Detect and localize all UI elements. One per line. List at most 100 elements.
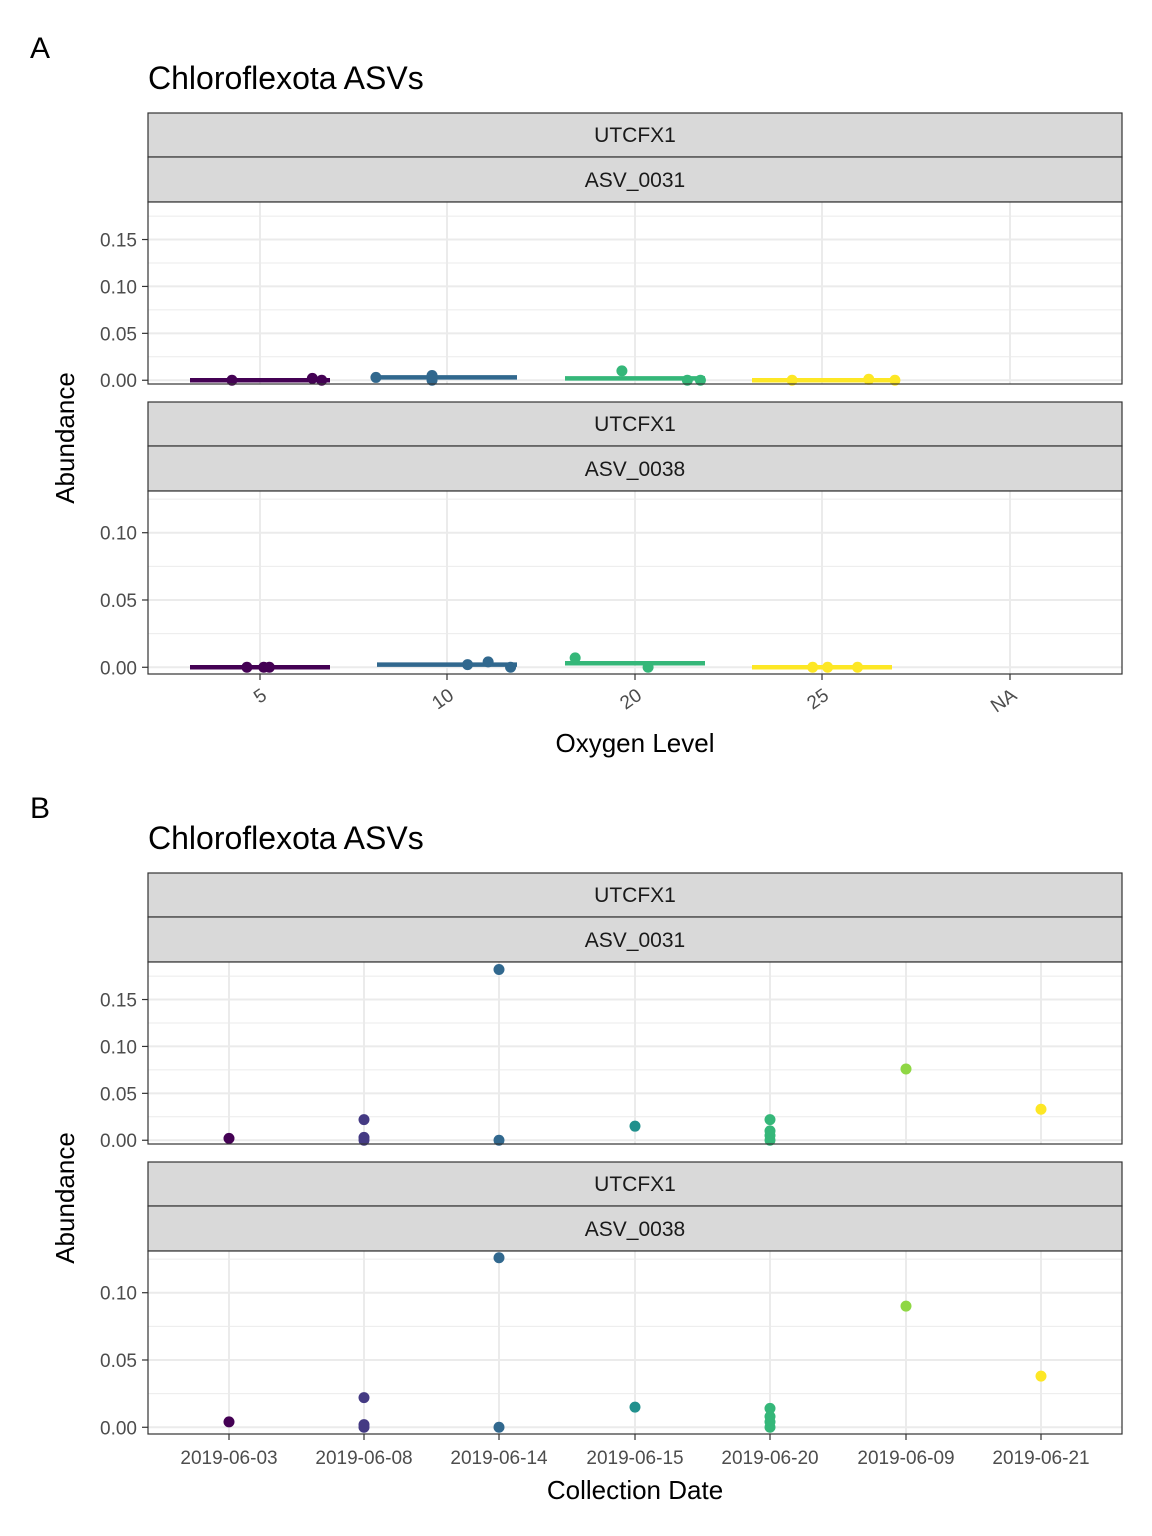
data-point	[370, 371, 382, 383]
data-point	[642, 661, 654, 673]
data-point	[807, 661, 819, 673]
data-point	[358, 1392, 370, 1404]
data-point	[616, 365, 628, 377]
y-tick-label: 0.00	[100, 658, 137, 679]
chart-title: Chloroflexota ASVs	[148, 60, 424, 96]
data-point	[226, 374, 238, 386]
facet-strip-label: ASV_0038	[585, 1218, 685, 1241]
data-point	[505, 661, 517, 673]
facet-strip-label: UTCFX1	[594, 884, 676, 907]
facet-strip-bottom	[147, 1205, 1123, 1252]
data-point	[493, 1252, 505, 1264]
facet-strip-bottom	[147, 916, 1123, 963]
facet-strip-label: UTCFX1	[594, 413, 676, 436]
x-tick-label: 2019-06-21	[992, 1448, 1089, 1469]
x-axis: 5 10 20 25 NA	[250, 674, 1021, 717]
x-axis-title: Oxygen Level	[556, 728, 715, 758]
data-point	[241, 661, 253, 673]
data-point	[569, 652, 581, 664]
data-point	[764, 1134, 776, 1146]
facet-strip-top	[147, 112, 1123, 158]
data-point	[694, 374, 706, 386]
data-point	[1035, 1103, 1047, 1115]
data-point	[493, 1421, 505, 1433]
data-point	[263, 661, 275, 673]
facet-plot-area: 0.00 0.05 0.10 0.15	[100, 961, 1123, 1152]
y-axis-title: Abundance	[50, 1132, 80, 1264]
x-tick-label: 2019-06-15	[586, 1448, 683, 1469]
x-tick-label: 2019-06-08	[315, 1448, 412, 1469]
y-tick-label: 0.05	[100, 324, 137, 345]
data-point	[493, 964, 505, 976]
y-tick-label: 0.00	[100, 1131, 137, 1152]
chart-title: Chloroflexota ASVs	[148, 820, 424, 856]
facet-strip-bottom	[147, 445, 1123, 492]
x-tick-label: 2019-06-03	[180, 1448, 277, 1469]
x-axis-title: Collection Date	[547, 1475, 723, 1505]
data-point	[852, 661, 864, 673]
facet-strip-label: UTCFX1	[594, 1173, 676, 1196]
data-point	[493, 1134, 505, 1146]
facet-strip-label: UTCFX1	[594, 124, 676, 147]
y-tick-label: 0.05	[100, 1084, 137, 1105]
data-point	[358, 1114, 370, 1126]
data-point	[764, 1421, 776, 1433]
facet-strip-bottom	[147, 156, 1123, 203]
panel-tag: B	[30, 792, 50, 825]
data-point	[822, 661, 834, 673]
facet-strip-label: ASV_0038	[585, 458, 685, 481]
data-point	[681, 374, 693, 386]
facet-strip-top	[147, 1161, 1123, 1207]
data-point	[482, 656, 494, 668]
plot-border	[147, 961, 1123, 1145]
facet-strip-label: ASV_0031	[585, 169, 685, 192]
data-point	[316, 374, 328, 386]
panel-a: A Chloroflexota ASVs UTCFX1 ASV_0031 0.0…	[30, 32, 1123, 758]
facet-strip-top	[147, 872, 1123, 918]
y-tick-label: 0.10	[100, 524, 137, 545]
y-tick-label: 0.05	[100, 1351, 137, 1372]
x-tick-label: 2019-06-20	[721, 1448, 818, 1469]
y-tick-label: 0.10	[100, 1284, 137, 1305]
x-tick-label: 10	[429, 685, 458, 714]
data-point	[223, 1416, 235, 1428]
y-tick-label: 0.15	[100, 231, 137, 252]
y-tick-label: 0.00	[100, 371, 137, 392]
x-axis: 2019-06-03 2019-06-08 2019-06-14 2019-06-15…	[180, 1434, 1090, 1469]
data-point	[358, 1134, 370, 1146]
y-tick-label: 0.15	[100, 991, 137, 1012]
x-tick-label: 2019-06-09	[857, 1448, 954, 1469]
data-point	[1035, 1370, 1047, 1382]
x-tick-label: 2019-06-14	[450, 1448, 548, 1469]
data-point	[889, 374, 901, 386]
facet-plot-area: 0.00 0.05 0.10	[100, 490, 1123, 679]
y-tick-label: 0.05	[100, 591, 137, 612]
data-point	[462, 659, 474, 671]
x-tick-label: 5	[250, 685, 271, 708]
data-point	[426, 374, 438, 386]
facet-plot-area: 0.00 0.05 0.10	[100, 1250, 1123, 1439]
data-point	[900, 1300, 912, 1312]
data-point	[786, 374, 798, 386]
data-point	[764, 1114, 776, 1126]
panel-b: B Chloroflexota ASVs UTCFX1 ASV_0031 0.0…	[30, 792, 1123, 1505]
data-point	[223, 1132, 235, 1144]
data-point	[358, 1421, 370, 1433]
data-point	[764, 1402, 776, 1414]
facet-strip-label: ASV_0031	[585, 929, 685, 952]
y-axis-title: Abundance	[50, 372, 80, 504]
data-point	[629, 1401, 641, 1413]
facet-strip-top	[147, 401, 1123, 447]
y-tick-label: 0.10	[100, 277, 137, 298]
plot-border	[147, 201, 1123, 385]
data-point	[863, 373, 875, 385]
x-tick-label: NA	[987, 685, 1021, 718]
x-tick-label: 20	[617, 685, 646, 714]
data-point	[306, 372, 318, 384]
data-point	[900, 1063, 912, 1075]
x-tick-label: 25	[804, 685, 833, 714]
facet-plot-area: 0.00 0.05 0.10 0.15	[100, 201, 1123, 392]
y-tick-label: 0.10	[100, 1037, 137, 1058]
y-tick-label: 0.00	[100, 1418, 137, 1439]
